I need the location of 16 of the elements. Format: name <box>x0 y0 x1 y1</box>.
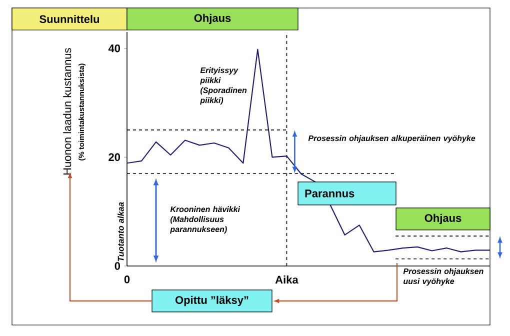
text: Ohjaus <box>194 14 231 24</box>
y-tick-label: 20 <box>108 153 120 162</box>
line-series <box>126 48 491 252</box>
annotation: Krooninen hävikki (Mahdollisuus parannukseen) <box>170 206 240 234</box>
annotation: Prosessin ohjauksen alkuperäinen vyöhyke <box>308 135 476 143</box>
x-tick-label: Aika <box>275 276 298 284</box>
annotation: Ohjaus <box>424 214 462 224</box>
y-tick-label: 40 <box>108 44 120 52</box>
annotation: Parannus <box>305 190 354 198</box>
text: Opittu ”läksy” <box>175 296 248 306</box>
text: Tuotanto alkaa <box>118 202 124 262</box>
annotation: Erityissyy piikki (Sporadinen piikki) <box>200 67 247 105</box>
text: Suunnittelu <box>40 14 100 24</box>
y-axis-title: Huonon laadun kustannus <box>63 48 72 175</box>
y-tick-label: 0 <box>114 262 120 270</box>
text: Prosessin ohjauksen uusi vyöhyke <box>403 268 484 286</box>
